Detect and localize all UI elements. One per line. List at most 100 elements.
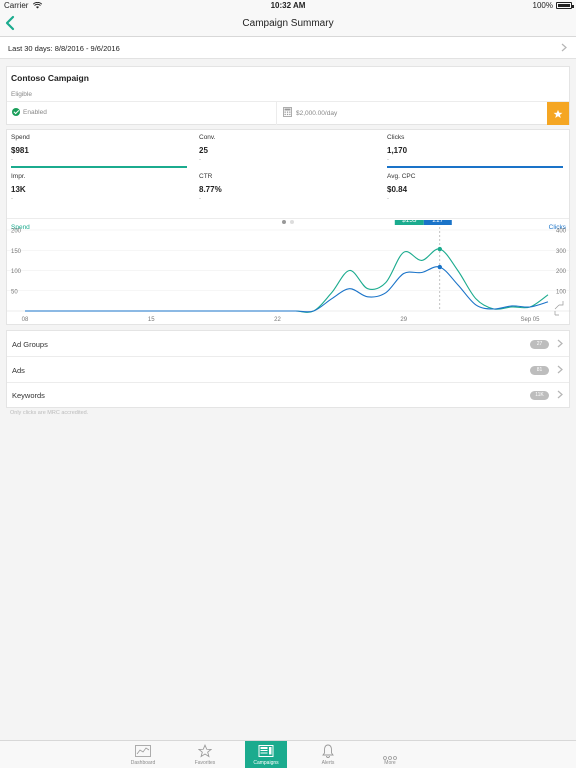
chevron-right-icon [557,365,563,373]
count-badge: 27 [530,340,549,349]
x-tick-label: 15 [148,317,155,323]
list-item-ads[interactable]: Ads 81 [7,357,569,383]
tab-more[interactable]: More [369,741,411,768]
metric-change: - [11,157,13,163]
right-axis-title: Clicks [549,224,567,231]
left-axis-title: Spend [11,224,30,231]
metric-value: 1,170 [387,146,408,155]
metric-clicks[interactable]: Clicks 1,170 - [383,130,567,168]
list-item-label: Ads [12,365,25,375]
tab-campaigns[interactable]: Campaigns [245,741,287,768]
metric-label: CTR [199,173,213,180]
entity-list: Ad Groups 27 Ads 81 Keywords 11K [6,330,570,408]
tab-label: More [384,760,396,766]
metric-value: $981 [11,146,29,155]
page-dot-active [282,220,286,224]
list-item-keywords[interactable]: Keywords 11K [7,382,569,408]
list-item-ad-groups[interactable]: Ad Groups 27 [7,331,569,357]
divider [7,218,569,219]
tab-label: Dashboard [130,760,156,766]
navigation-bar: Campaign Summary [0,12,576,37]
tab-alerts[interactable]: Alerts [307,741,349,768]
page-dot [290,220,294,224]
metric-value: 13K [11,185,26,194]
chevron-right-icon [561,43,567,52]
x-tick-label: 29 [400,317,407,323]
footnote: Only clicks are MRC accredited. [10,410,89,416]
back-button[interactable] [4,15,22,35]
metric-label: Conv. [199,134,216,141]
bell-icon [322,744,334,763]
campaign-status-text: Enabled [23,109,47,116]
expand-icon[interactable] [554,301,564,316]
metric-change: - [11,196,13,202]
clock: 10:32 AM [270,1,306,10]
campaign-status[interactable]: Enabled [7,102,277,125]
tooltip-clicks-value: 217 [432,220,443,224]
wifi-icon [32,1,42,9]
list-item-label: Keywords [12,391,45,400]
metric-avg-cpc[interactable]: Avg. CPC $0.84 - [383,169,567,207]
count-badge: 11K [530,391,549,400]
battery-icon [556,2,574,9]
metric-change: - [387,196,389,202]
metric-value: 25 [199,146,208,155]
status-bar: Carrier 10:32 AM 100% [0,0,576,12]
list-item-label: Ad Groups [12,340,48,349]
hover-point-clicks [437,264,442,270]
date-range-label: Last 30 days: 8/8/2016 - 9/6/2016 [8,44,120,53]
metric-ctr[interactable]: CTR 8.77% - [195,169,379,207]
metric-change: - [199,196,201,202]
tooltip-clicks-box [423,220,452,225]
right-tick-label: 200 [556,269,567,275]
tab-favorites[interactable]: Favorites [184,741,226,768]
series-line-clicks [25,266,549,313]
metrics-card: Spend $981- Conv. 25- Clicks 1,170- Impr. 13K - C… [6,129,571,325]
metric-label: Clicks [387,134,405,141]
star-icon [197,744,213,763]
spend-clicks-chart[interactable]: Spend Clicks 50 100 150 200 100 200 300 400 08 15 22… [7,220,571,325]
campaign-eligibility: Eligible [11,91,32,98]
campaign-name: Contoso Campaign [11,73,89,83]
tab-label: Campaigns [253,760,279,766]
metric-label: Spend [11,134,30,141]
left-tick-label: 200 [11,229,22,235]
left-tick-label: 150 [11,249,22,255]
left-tick-label: 100 [11,269,22,275]
metric-label: Impr. [11,173,26,180]
metric-value: 8.77% [199,185,222,194]
metric-label: Avg. CPC [387,173,416,180]
metric-selected-bar [387,166,563,168]
check-circle-icon [12,108,20,116]
campaign-budget[interactable]: $2,000.00/day [283,107,337,117]
right-tick-label: 100 [556,289,567,295]
campaign-card: Contoso Campaign Eligible Enabled $2,000… [6,66,570,125]
right-tick-label: 300 [556,249,567,255]
campaigns-icon [258,744,274,762]
tab-bar: Dashboard Favorites Campaigns Alerts More [0,740,576,768]
metric-spend[interactable]: Spend $981 - [7,130,191,168]
chevron-right-icon [557,390,563,399]
carrier-label: Carrier [4,1,42,10]
metric-conv[interactable]: Conv. 25 - [195,130,379,168]
tab-dashboard[interactable]: Dashboard [122,741,164,768]
tab-label: Favorites [194,760,216,766]
tab-label: Alerts [321,760,335,766]
battery-percent: 100% [532,1,553,10]
series-line-spend [25,248,549,313]
battery: 100% [532,1,574,10]
date-range-selector[interactable]: Last 30 days: 8/8/2016 - 9/6/2016 [0,37,576,59]
metric-selected-bar [11,166,187,168]
more-icon [382,748,398,766]
calculator-icon [283,107,292,117]
tooltip-spend-value: $153 [402,220,417,224]
x-tick-label: Sep 05 [520,317,540,323]
metric-impr[interactable]: Impr. 13K - [7,169,191,207]
chevron-right-icon [557,339,563,348]
x-tick-label: 08 [22,317,29,323]
tooltip-spend-box [394,220,424,225]
metric-change: - [387,157,389,163]
metric-value: $0.84 [387,185,408,194]
favorite-button[interactable] [547,102,569,125]
chart-icon [135,744,151,762]
